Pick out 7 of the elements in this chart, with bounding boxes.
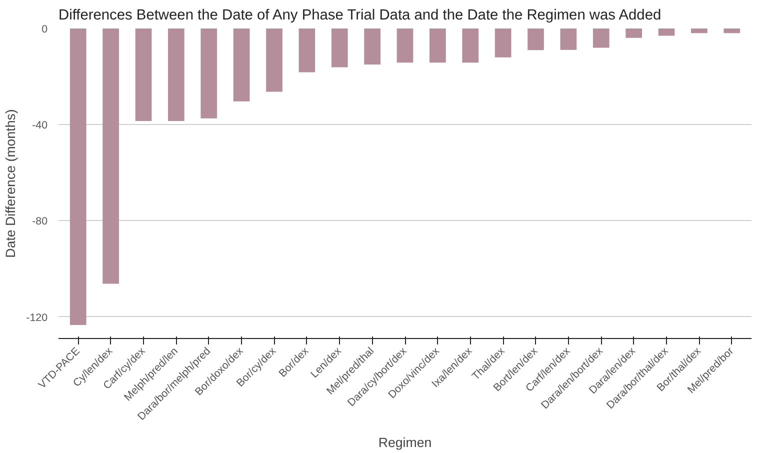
y-tick-label: -40: [32, 120, 48, 132]
chart-title: Differences Between the Date of Any Phase Trial Data and the Date the Regimen was Added: [58, 8, 662, 24]
y-axis-title: Date Difference (months): [3, 109, 18, 258]
y-tick-label: 0: [42, 24, 48, 36]
x-axis-title: Regimen: [378, 435, 432, 450]
y-tick-label: -120: [26, 312, 48, 324]
y-tick-label: -80: [32, 216, 48, 228]
